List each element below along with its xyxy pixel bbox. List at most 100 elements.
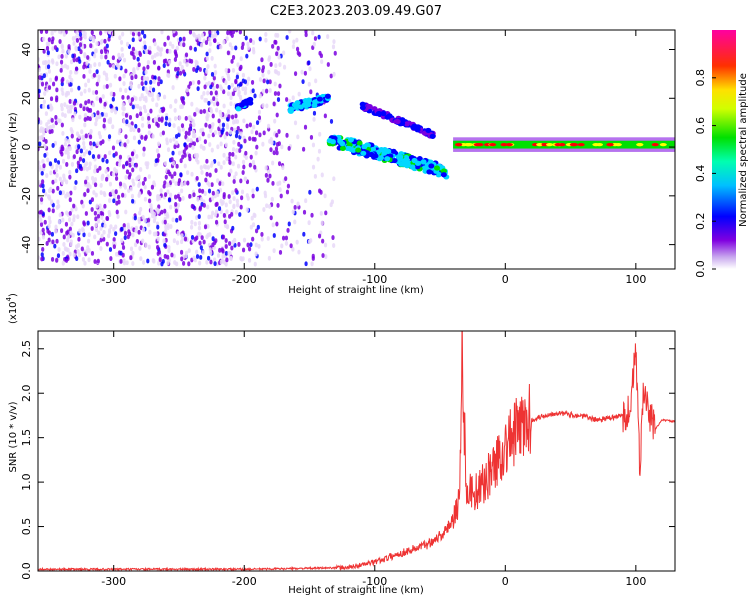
spectrogram-noise-speck [41,227,45,233]
spectrogram-noise-speck [257,243,261,249]
spectrogram-noise-speck [222,213,226,218]
spectrogram-noise-speck [142,146,146,152]
spectrogram-noise-speck [236,86,240,91]
spectrogram-noise-speck [118,154,123,160]
spectrogram-noise-speck [293,204,297,210]
x-tick-label: -200 [232,273,257,286]
spectrogram-noise-speck [221,234,226,240]
spectrogram-noise-speck [168,138,173,144]
spectrogram-noise-speck [250,129,254,135]
spectrogram-noise-speck [180,123,185,129]
spectrogram-noise-speck [206,90,210,96]
spectrogram-noise-speck [82,74,86,79]
spectrogram-track-point [303,100,310,106]
spectrogram-noise-speck [97,230,101,236]
spectrogram-noise-speck [203,75,207,81]
spectrogram-noise-speck [307,239,312,245]
spectrogram-noise-speck [321,238,325,244]
spectrogram-noise-speck [41,234,46,240]
spectrogram-noise-speck [161,108,165,114]
spectrogram-noise-speck [318,131,322,137]
spectrogram-noise-speck [104,169,108,174]
spectrogram-noise-speck [228,213,232,219]
spectrogram-noise-speck [195,107,199,112]
spectrogram-noise-speck [43,153,47,158]
spectrogram-noise-speck [39,209,43,215]
spectrogram-noise-speck [53,45,58,50]
spectrogram-noise-speck [202,203,206,208]
spectrogram-noise-speck [150,54,155,60]
spectrogram-noise-speck [97,130,102,136]
spectrogram-noise-speck [111,64,116,69]
spectrogram-noise-speck [178,115,182,121]
spectrogram-track-point [355,147,362,153]
spectrogram-noise-speck [189,116,193,122]
spectrogram-noise-speck [221,248,225,254]
spectrogram-noise-speck [75,57,79,63]
spectrogram-noise-speck [273,118,277,124]
spectrogram-noise-speck [44,111,49,117]
spectrogram-noise-speck [240,189,245,195]
spectrogram-noise-speck [256,224,260,230]
spectrogram-noise-speck [147,123,151,129]
spectrogram-noise-speck [204,177,208,183]
spectrogram-noise-speck [168,180,173,186]
spectrogram-noise-speck [221,181,225,187]
spectrogram-noise-speck [273,68,278,74]
spectrogram-track-point [384,156,391,162]
spectrogram-noise-speck [191,133,196,139]
spectrogram-noise-speck [319,210,323,216]
spectrogram-noise-speck [129,186,133,192]
spectrogram-noise-speck [262,130,266,136]
spectrogram-noise-speck [81,257,86,262]
spectrogram-noise-speck [92,72,96,78]
spectrogram-noise-speck [197,182,201,187]
spectrogram-track-point [429,133,436,139]
spectrogram-noise-speck [186,137,190,143]
spectrogram-noise-speck [310,261,314,267]
spectrogram-noise-speck [100,49,104,55]
spectrogram-noise-speck [157,65,161,71]
y-tick-label: 0 [20,144,33,151]
spectrogram-noise-speck [112,237,116,242]
spectrogram-noise-speck [148,49,152,55]
spectrogram-noise-speck [94,89,99,95]
spectrogram-noise-speck [44,191,48,197]
spectrogram-noise-speck [166,147,171,153]
spectrogram-noise-speck [196,65,200,71]
spectrogram-noise-speck [156,224,160,230]
spectrogram-noise-speck [213,257,217,263]
spectrogram-noise-speck [195,254,200,259]
spectrogram-noise-speck [96,209,100,215]
spectrogram-noise-speck [171,217,175,223]
spectrogram-noise-speck [156,93,160,99]
spectrogram-noise-speck [206,165,210,170]
spectrogram-noise-speck [247,257,252,263]
spectrogram-noise-speck [46,41,51,47]
spectrogram-noise-speck [71,53,75,59]
spectrogram-noise-speck [234,133,239,139]
spectrogram-noise-speck [137,83,141,89]
spectrogram-noise-speck [149,79,153,85]
spectrogram-noise-speck [203,139,207,145]
spectrogram-noise-speck [240,195,244,201]
spectrogram-noise-speck [174,194,178,200]
spectrogram-noise-speck [236,126,240,131]
y-tick-label: 2.0 [20,384,33,402]
spectrogram-noise-speck [143,196,148,202]
spectrogram-track-point [403,121,410,127]
spectrogram-noise-speck [68,174,72,180]
spectrogram-noise-speck [78,59,82,64]
spectrogram-noise-speck [187,261,191,267]
spectrogram-noise-speck [93,182,98,188]
spectrogram-noise-speck [123,235,127,241]
spectrogram-noise-speck [152,59,157,65]
spectrogram-noise-speck [120,142,124,147]
spectrogram-noise-speck [190,234,195,240]
spectrogram-noise-speck [293,71,298,77]
spectrogram-noise-speck [122,73,126,79]
spectrogram-noise-speck [75,149,79,155]
carrier-peak [455,143,463,147]
spectrogram-noise-speck [313,36,318,41]
spectrogram-noise-speck [100,215,104,220]
